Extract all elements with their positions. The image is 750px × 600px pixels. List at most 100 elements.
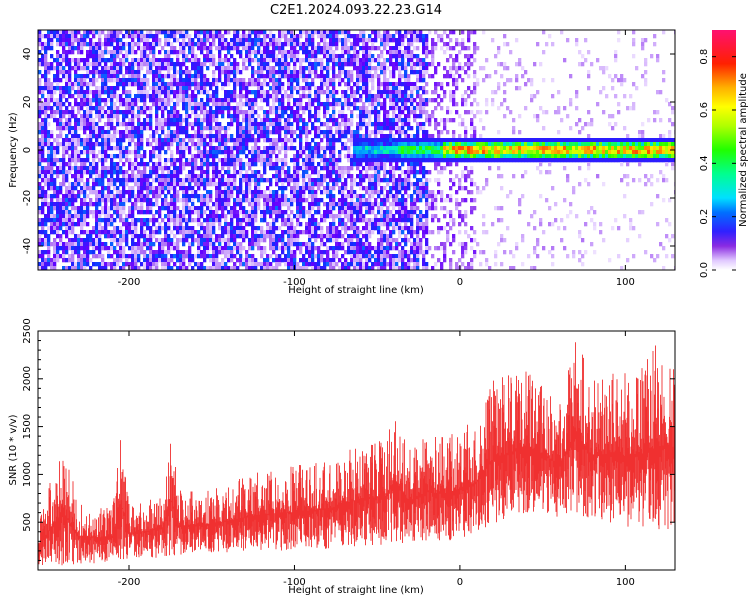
heatmap-cell (266, 122, 270, 127)
heatmap-cell (329, 178, 333, 183)
heatmap-cell (194, 114, 198, 119)
heatmap-cell (86, 210, 90, 215)
heatmap-cell (188, 182, 192, 187)
heatmap-cell (263, 46, 267, 51)
heatmap-cell (278, 46, 282, 51)
heatmap-cell (326, 250, 330, 255)
heatmap-cell (185, 222, 189, 227)
heatmap-cell (140, 174, 144, 179)
heatmap-cell (59, 66, 63, 71)
heatmap-cell (203, 38, 207, 43)
heatmap-cell (113, 238, 117, 243)
heatmap-cell (206, 202, 210, 207)
heatmap-cell (197, 246, 201, 251)
heatmap-cell (212, 178, 216, 183)
heatmap-cell (347, 54, 351, 59)
heatmap-cell (68, 74, 72, 79)
heatmap-cell (239, 222, 243, 227)
heatmap-cell (80, 238, 84, 243)
heatmap-cell (305, 46, 309, 51)
heatmap-cell (89, 78, 93, 83)
heatmap-cell (302, 258, 306, 263)
heatmap-cell (296, 78, 300, 83)
heatmap-cell (86, 110, 90, 115)
heatmap-cell (167, 182, 171, 187)
heatmap-cell (161, 110, 165, 115)
heatmap-cell (104, 210, 108, 215)
heatmap-cell (188, 162, 192, 167)
heatmap-cell (266, 138, 270, 143)
heatmap-cell (299, 134, 303, 139)
heatmap-cell (353, 146, 357, 151)
heatmap-cell (233, 106, 237, 111)
heatmap-cell (254, 162, 258, 167)
heatmap-cell (290, 266, 294, 270)
heatmap-cell (212, 158, 216, 163)
heatmap-cell (176, 178, 180, 183)
heatmap-cell (302, 130, 306, 135)
heatmap-cell (308, 114, 312, 119)
heatmap-cell (80, 226, 84, 231)
heatmap-cell (314, 54, 318, 59)
heatmap-cell (239, 234, 243, 239)
heatmap-cell (170, 198, 174, 203)
heatmap-cell (290, 134, 294, 139)
heatmap-cell (353, 262, 357, 267)
heatmap-cell (335, 226, 339, 231)
heatmap-cell (236, 226, 240, 231)
heatmap-cell (170, 118, 174, 123)
heatmap-cell (128, 206, 132, 211)
heatmap-cell (167, 50, 171, 55)
heatmap-cell (335, 262, 339, 267)
heatmap-cell (116, 118, 120, 123)
heatmap-cell (278, 174, 282, 179)
heatmap-cell (53, 262, 57, 267)
heatmap-cell (326, 126, 330, 131)
heatmap-cell (167, 134, 171, 139)
heatmap-cell (110, 214, 114, 219)
heatmap-cell (86, 66, 90, 71)
heatmap-cell (362, 214, 366, 219)
heatmap-cell (206, 154, 210, 159)
heatmap-cell (68, 86, 72, 91)
heatmap-cell (287, 50, 291, 55)
heatmap-cell (164, 86, 168, 91)
heatmap-cell (275, 202, 279, 207)
heatmap-cell (311, 198, 315, 203)
heatmap-cell (278, 118, 282, 123)
heatmap-cell (44, 158, 48, 163)
heatmap-cell (119, 210, 123, 215)
heatmap-cell (224, 154, 228, 159)
heatmap-cell (275, 170, 279, 175)
heatmap-cell (362, 114, 366, 119)
heatmap-cell (155, 86, 159, 91)
heatmap-cell (83, 38, 87, 43)
heatmap-cell (293, 58, 297, 63)
heatmap-cell (119, 30, 123, 35)
heatmap-cell (104, 262, 108, 267)
heatmap-cell (71, 86, 75, 91)
heatmap-cell (197, 82, 201, 87)
heatmap-cell (233, 146, 237, 151)
heatmap-cell (116, 190, 120, 195)
heatmap-cell (230, 190, 234, 195)
heatmap-cell (302, 70, 306, 75)
heatmap-cell (215, 198, 219, 203)
heatmap-cell (119, 242, 123, 247)
heatmap-cell (332, 30, 336, 35)
heatmap-cell (326, 230, 330, 235)
heatmap-cell (341, 54, 345, 59)
heatmap-cell (158, 102, 162, 107)
heatmap-cell (161, 130, 165, 135)
heatmap-cell (308, 246, 312, 251)
heatmap-cell (74, 166, 78, 171)
heatmap-cell (269, 190, 273, 195)
heatmap-cell (329, 30, 333, 35)
heatmap-cell (230, 94, 234, 99)
heatmap-cell (167, 42, 171, 47)
heatmap-cell (146, 174, 150, 179)
heatmap-cell (224, 134, 228, 139)
heatmap-cell (56, 30, 60, 35)
heatmap-cell (197, 266, 201, 270)
heatmap-cell (227, 70, 231, 75)
